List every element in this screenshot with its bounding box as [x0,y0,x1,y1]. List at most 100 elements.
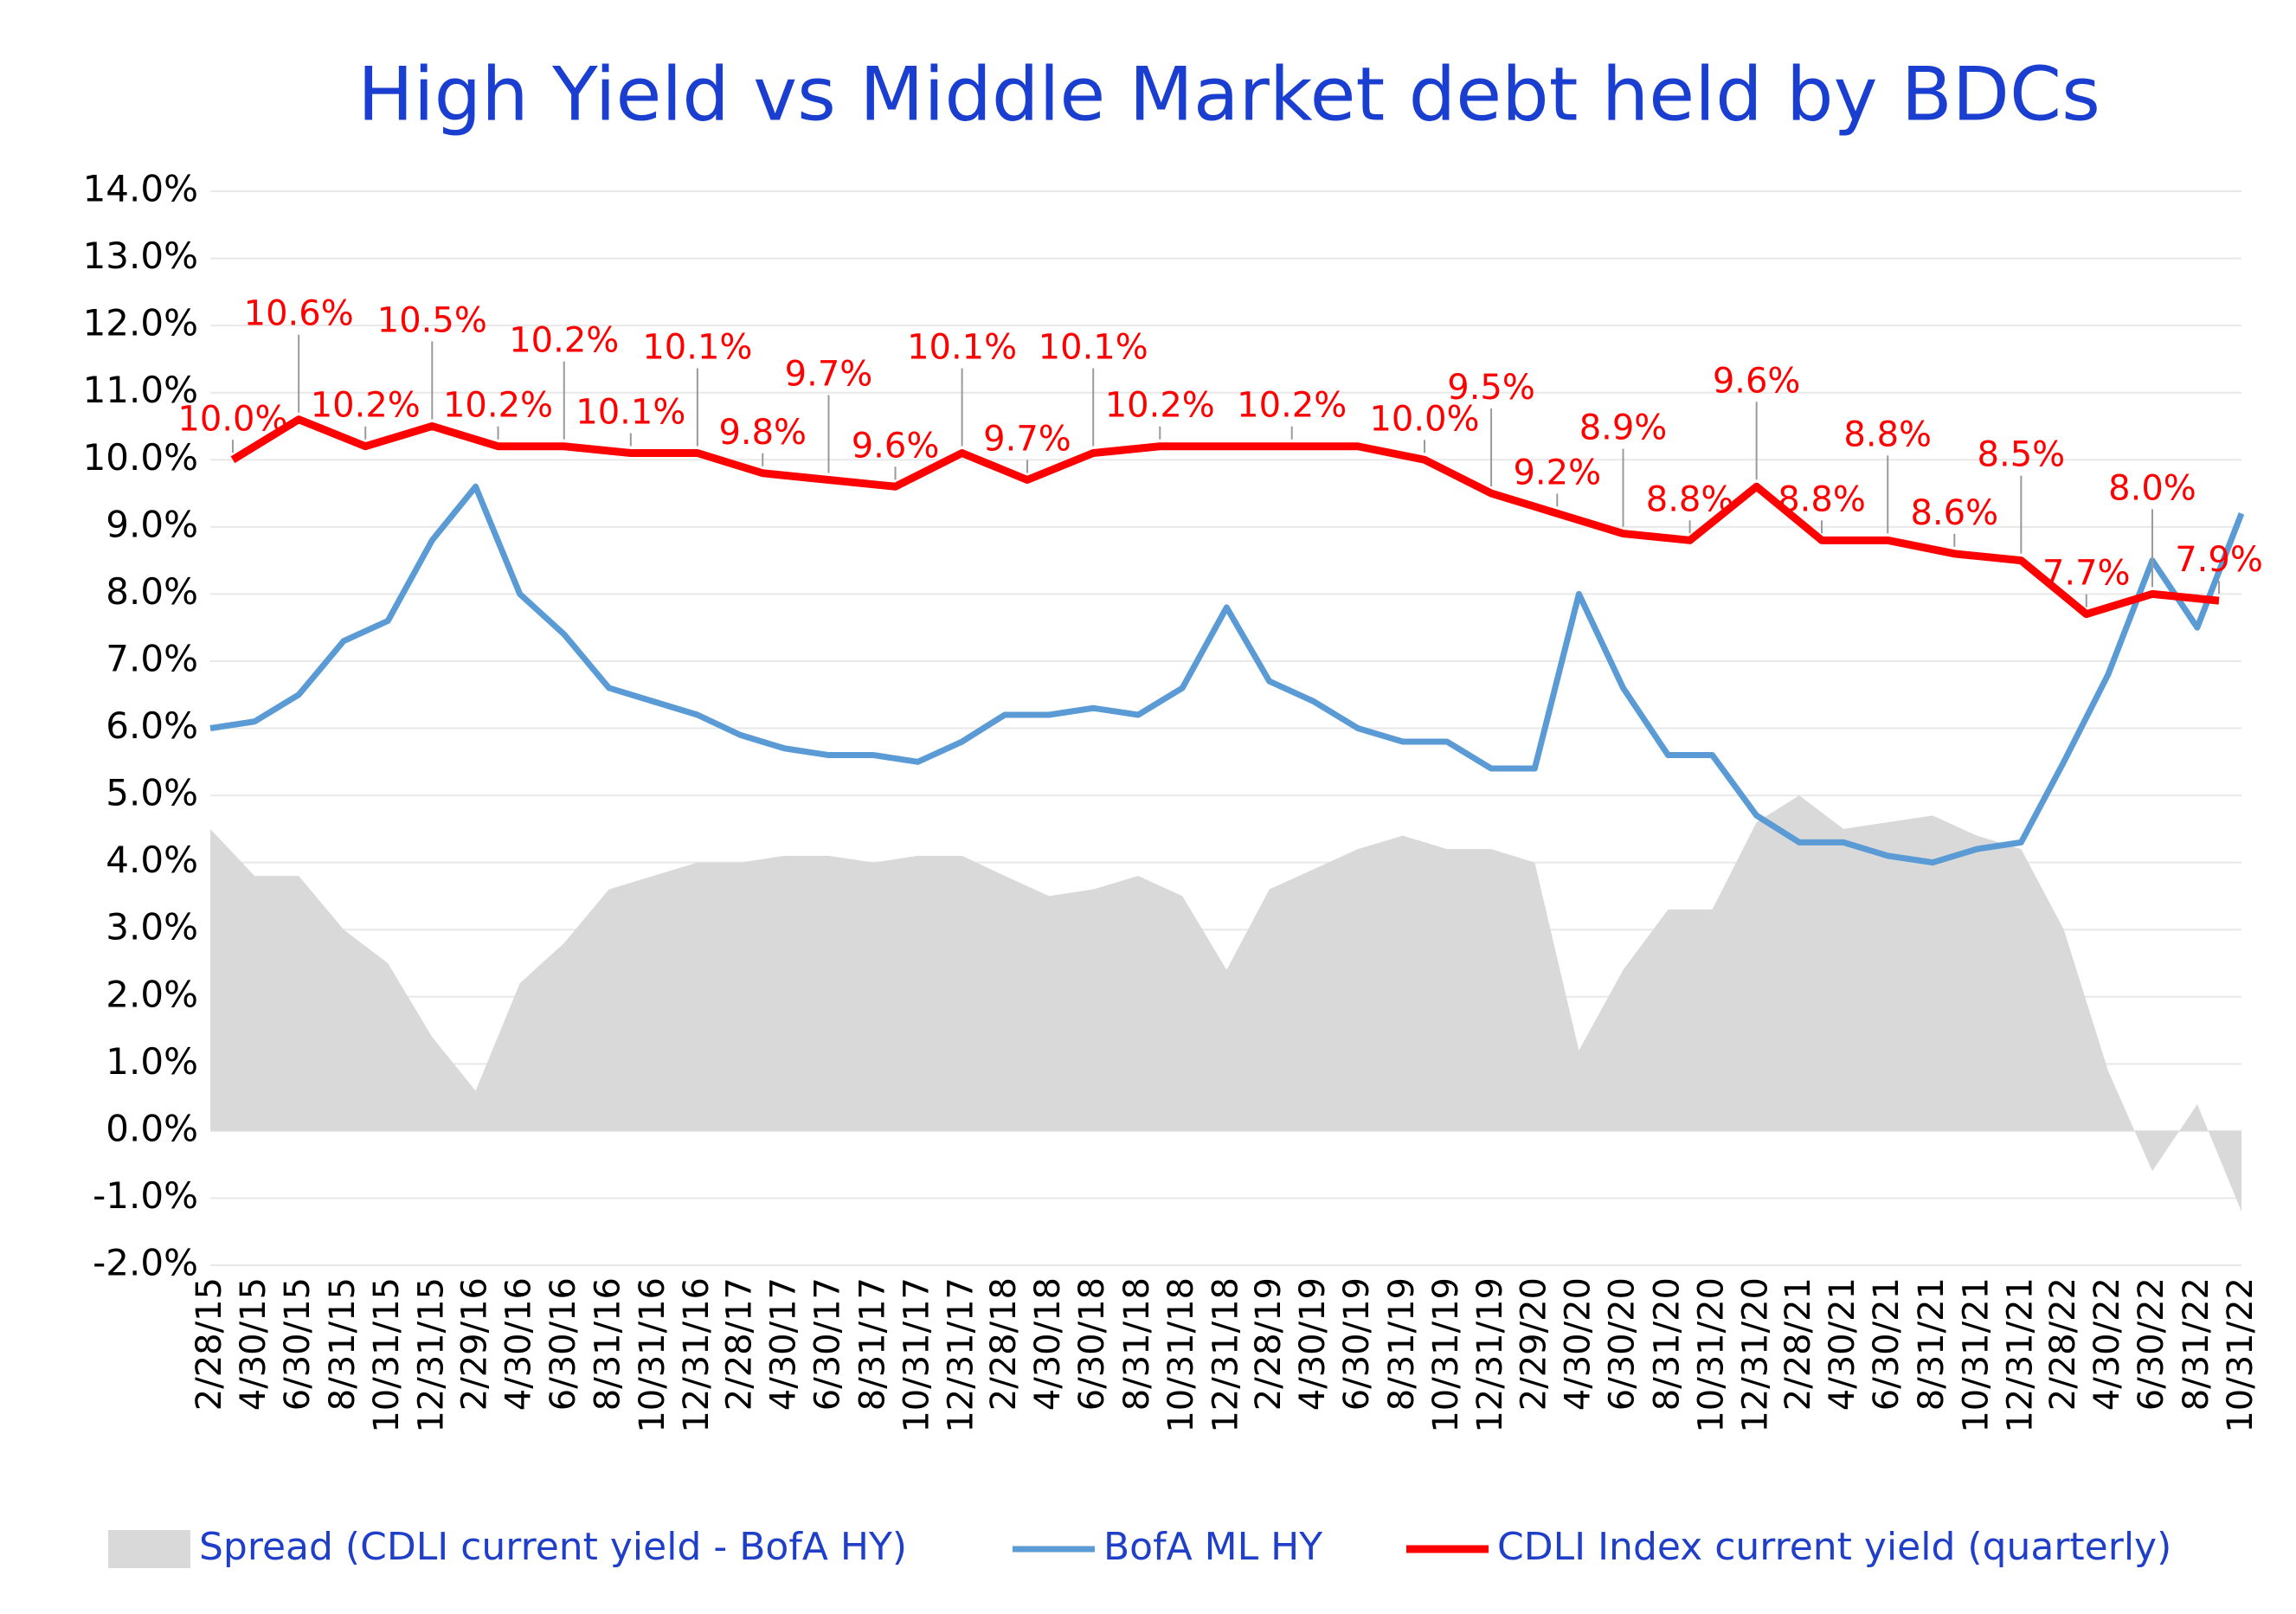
y-tick-label: 13.0% [83,235,198,277]
series-line [209,483,2245,866]
data-label: 10.5% [377,300,487,340]
x-tick-label: 12/31/21 [2000,1277,2040,1433]
data-label: 8.8% [1646,479,1734,519]
y-tick-label: 12.0% [83,302,198,344]
legend-label: Spread (CDLI current yield - BofA HY) [199,1525,907,1569]
y-tick-label: 0.0% [106,1107,198,1149]
x-tick-label: 8/31/20 [1647,1277,1687,1411]
x-tick-label: 6/30/17 [807,1277,847,1411]
x-tick-label: 6/30/18 [1072,1277,1112,1411]
data-label: 10.1% [1039,327,1148,367]
x-tick-label: 2/29/16 [455,1277,495,1411]
legend-label: BofA ML HY [1103,1525,1322,1569]
x-tick-label: 4/30/19 [1293,1277,1333,1411]
y-tick-label: 1.0% [106,1040,198,1083]
x-tick-label: 8/31/16 [588,1277,628,1411]
data-label: 10.1% [907,327,1017,367]
x-tick-label: 10/31/22 [2221,1277,2261,1433]
data-label: 10.2% [1105,386,1215,426]
data-label: 8.6% [1910,493,1998,533]
y-tick-label: 10.0% [83,436,198,479]
y-tick-label: 7.0% [106,637,198,679]
data-label: 9.2% [1513,453,1601,492]
x-tick-label: 4/30/15 [234,1277,273,1411]
y-tick-label: 4.0% [106,839,198,881]
x-tick-label: 10/31/17 [897,1277,937,1433]
data-label: 10.2% [311,386,421,426]
x-tick-label: 6/30/21 [1867,1277,1907,1411]
data-label: 8.9% [1579,408,1668,448]
data-labels: 10.0% 10.6% 10.2% 10.5% 10.2% 10.2% 10.1% 10.1%… [177,294,2263,608]
data-label: 8.5% [1978,435,2066,475]
y-tick-label: -2.0% [93,1242,198,1284]
y-tick-label: 6.0% [106,704,198,747]
legend-label: CDLI Index current yield (quarterly) [1497,1525,2171,1569]
data-label: 10.1% [576,392,685,432]
data-label: 10.2% [443,386,553,426]
x-tick-label: 8/31/17 [852,1277,892,1411]
data-label: 9.5% [1447,368,1535,408]
x-tick-label: 2/28/21 [1778,1277,1818,1411]
plot-area [209,415,2245,1212]
x-tick-label: 4/30/16 [499,1277,539,1411]
data-label: 9.6% [852,426,940,466]
x-tick-label: 12/31/18 [1206,1277,1245,1433]
x-tick-label: 6/30/16 [543,1277,583,1411]
data-label: 9.7% [983,420,1071,460]
data-label: 9.6% [1713,361,1801,401]
x-tick-label: 12/31/16 [677,1277,717,1433]
x-tick-label: 6/30/20 [1603,1277,1643,1411]
x-tick-label: 2/28/22 [2043,1277,2083,1411]
data-label: 8.8% [1778,479,1866,519]
data-label: 9.7% [785,355,873,395]
y-tick-label: 14.0% [83,168,198,210]
data-label: 10.0% [1369,399,1479,439]
x-tick-label: 4/30/20 [1558,1277,1598,1411]
y-tick-label: -1.0% [93,1174,198,1217]
x-tick-label: 10/31/15 [367,1277,407,1433]
x-tick-label: 2/28/17 [719,1277,759,1411]
spread-area [210,795,2241,1212]
legend-swatch [108,1530,190,1568]
x-tick-label: 2/28/15 [190,1277,229,1411]
x-tick-label: 12/31/17 [942,1277,981,1433]
grid [210,190,2241,1266]
x-tick-label: 10/31/20 [1692,1277,1732,1433]
x-tick-label: 2/28/18 [984,1277,1024,1411]
x-tick-label: 8/31/19 [1382,1277,1422,1411]
data-label: 10.6% [244,294,354,334]
y-tick-label: 9.0% [106,503,198,545]
y-tick-label: 11.0% [83,369,198,411]
data-label: 7.9% [2175,540,2263,580]
x-tick-label: 2/28/19 [1249,1277,1289,1411]
x-tick-label: 12/31/19 [1470,1277,1510,1433]
x-tick-label: 4/30/18 [1028,1277,1068,1411]
y-tick-label: 5.0% [106,772,198,814]
data-label: 10.2% [1237,386,1347,426]
data-label: 7.7% [2042,554,2131,594]
x-tick-label: 10/31/16 [633,1277,672,1433]
x-tick-label: 12/31/15 [411,1277,451,1433]
x-tick-label: 6/30/22 [2132,1277,2171,1411]
data-label: 9.8% [718,413,807,453]
y-tick-label: 3.0% [106,906,198,948]
axes: -2.0% -1.0% 0.0% 1.0% 2.0% 3.0% 4.0% 5.0% 6.0% 7.… [83,168,2261,1433]
x-tick-label: 10/31/19 [1426,1277,1466,1433]
x-tick-label: 10/31/18 [1161,1277,1201,1433]
x-tick-label: 8/31/15 [323,1277,363,1411]
y-tick-label: 2.0% [106,973,198,1015]
x-tick-label: 4/30/22 [2087,1277,2127,1411]
x-tick-label: 8/31/18 [1117,1277,1157,1411]
x-tick-label: 6/30/19 [1337,1277,1377,1411]
data-label: 10.2% [509,321,619,361]
x-tick-label: 4/30/17 [763,1277,803,1411]
x-tick-label: 2/29/20 [1514,1277,1553,1411]
x-tick-label: 10/31/21 [1956,1277,1996,1433]
x-tick-label: 8/31/21 [1912,1277,1952,1411]
y-tick-label: 8.0% [106,570,198,613]
x-tick-label: 8/31/22 [2177,1277,2216,1411]
data-label: 8.8% [1843,415,1932,454]
data-label: 10.0% [177,399,287,439]
chart-title: High Yield vs Middle Market debt held by… [357,51,2100,138]
